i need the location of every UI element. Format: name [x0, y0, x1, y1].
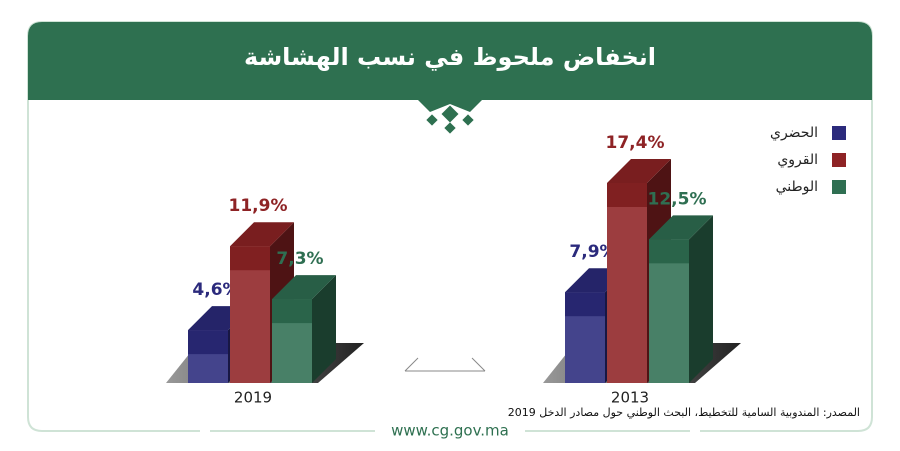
legend-swatch: [832, 153, 846, 167]
bar-top-band: [565, 292, 605, 317]
bar-top-band: [649, 239, 689, 264]
value-label: 11,9%: [229, 196, 288, 216]
bar-top-band: [607, 183, 647, 207]
value-label: 17,4%: [606, 133, 665, 153]
value-label: 7,9%: [569, 242, 616, 262]
bar-side: [312, 275, 336, 383]
bar: [607, 183, 647, 383]
legend-swatch: [832, 126, 846, 140]
bar-top-band: [188, 330, 228, 355]
legend-swatch: [832, 180, 846, 194]
legend-label: الحضري: [770, 125, 818, 141]
value-label: 12,5%: [648, 189, 707, 209]
chart-title: انخفاض ملحوظ في نسب الهشاشة: [244, 43, 656, 71]
group-separator: [404, 357, 486, 372]
source-note: المصدر: المندوبية السامية للتخطيط، البحث…: [508, 406, 860, 419]
ornament: [418, 100, 482, 134]
bar-top-band: [230, 246, 270, 271]
bar-top-band: [272, 299, 312, 324]
x-tick-label: 2019: [234, 389, 272, 407]
header-band: [28, 22, 872, 100]
legend-label: القروي: [777, 152, 818, 168]
website: www.cg.gov.ma: [391, 422, 509, 440]
legend-label: الوطني: [776, 179, 818, 195]
bar-top: [607, 159, 671, 183]
bar-top: [230, 222, 294, 247]
bar-top: [649, 215, 713, 240]
bar-side: [689, 215, 713, 383]
value-label: 4,6%: [192, 280, 239, 300]
value-label: 7,3%: [276, 249, 323, 269]
x-tick-label: 2013: [611, 389, 649, 407]
bar-top: [272, 275, 336, 300]
